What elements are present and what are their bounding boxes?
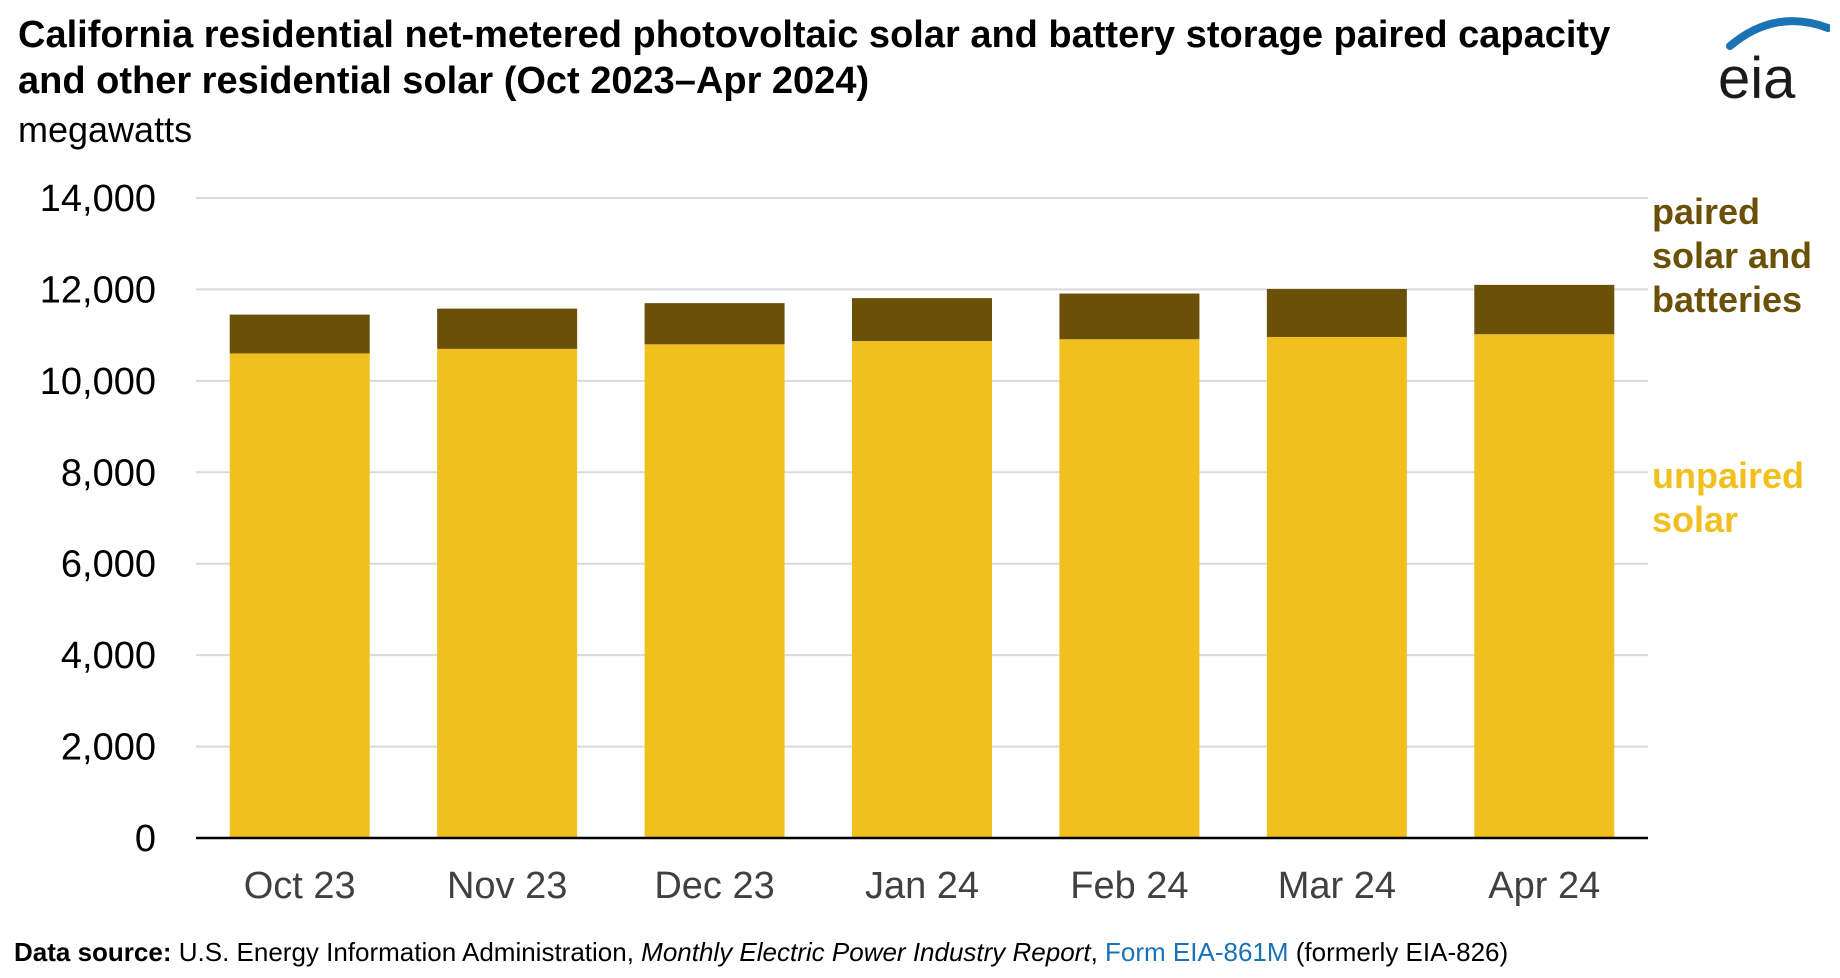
legend-unpaired: unpaired solar bbox=[1652, 454, 1804, 542]
legend-paired: paired solar and batteries bbox=[1652, 190, 1812, 322]
y-tick-label: 0 bbox=[135, 818, 156, 860]
bar-paired bbox=[1474, 284, 1615, 335]
eia-logo-icon: eia bbox=[1718, 17, 1830, 108]
bar-paired bbox=[644, 303, 785, 345]
bar-chart: 0 2,000 4,000 6,000 8,000 10,000 12,000 14,000 O… bbox=[40, 178, 1648, 907]
legend-paired-line-3: batteries bbox=[1652, 279, 1803, 320]
x-tick-label: Apr 24 bbox=[1488, 865, 1600, 907]
y-tick-label: 12,000 bbox=[40, 269, 156, 311]
bar-unpaired bbox=[852, 341, 992, 838]
x-tick-label: Feb 24 bbox=[1070, 865, 1188, 907]
bar-unpaired bbox=[1474, 334, 1615, 838]
units-label: megawatts bbox=[18, 109, 193, 150]
bars bbox=[229, 284, 1615, 838]
form-link[interactable]: Form EIA-861M bbox=[1105, 937, 1289, 967]
x-tick-label: Oct 23 bbox=[244, 865, 356, 907]
bar-paired bbox=[1266, 288, 1407, 337]
legend-paired-line-2: solar and bbox=[1652, 235, 1813, 276]
bar-unpaired bbox=[229, 353, 370, 838]
y-tick-label: 4,000 bbox=[61, 635, 156, 677]
legend-paired-line-1: paired bbox=[1652, 191, 1761, 232]
x-tick-label: Mar 24 bbox=[1278, 865, 1396, 907]
bar-unpaired bbox=[1059, 339, 1200, 838]
bar-unpaired bbox=[437, 348, 578, 838]
bar-paired bbox=[437, 308, 578, 349]
x-tick-label: Dec 23 bbox=[654, 865, 774, 907]
tick-labels: 0 2,000 4,000 6,000 8,000 10,000 12,000 14,000 O… bbox=[40, 178, 1601, 907]
source-comma: , bbox=[1090, 937, 1098, 967]
bar-paired bbox=[852, 298, 992, 342]
legend-unpaired-line-1: unpaired bbox=[1652, 455, 1805, 496]
source-report: Monthly Electric Power Industry Report bbox=[641, 937, 1091, 967]
y-tick-label: 10,000 bbox=[40, 361, 156, 403]
bar-unpaired bbox=[1266, 336, 1407, 838]
x-tick-label: Jan 24 bbox=[865, 865, 979, 907]
y-tick-label: 6,000 bbox=[61, 544, 156, 586]
bar-unpaired bbox=[644, 344, 785, 838]
bar-paired bbox=[1059, 293, 1200, 340]
source-note: (formerly EIA-826) bbox=[1295, 937, 1509, 967]
x-tick-label: Nov 23 bbox=[447, 865, 567, 907]
legend-unpaired-line-2: solar bbox=[1652, 499, 1739, 540]
source-org: U.S. Energy Information Administration, bbox=[178, 937, 634, 967]
source-label: Data source: bbox=[14, 937, 172, 967]
bar-paired bbox=[229, 314, 370, 354]
svg-text:eia: eia bbox=[1718, 46, 1796, 108]
chart-title: California residential net-metered photo… bbox=[18, 14, 1611, 102]
y-tick-label: 8,000 bbox=[61, 452, 156, 494]
data-source: Data source: U.S. Energy Information Adm… bbox=[14, 936, 1508, 968]
y-tick-label: 14,000 bbox=[40, 178, 156, 220]
y-tick-label: 2,000 bbox=[61, 727, 156, 769]
